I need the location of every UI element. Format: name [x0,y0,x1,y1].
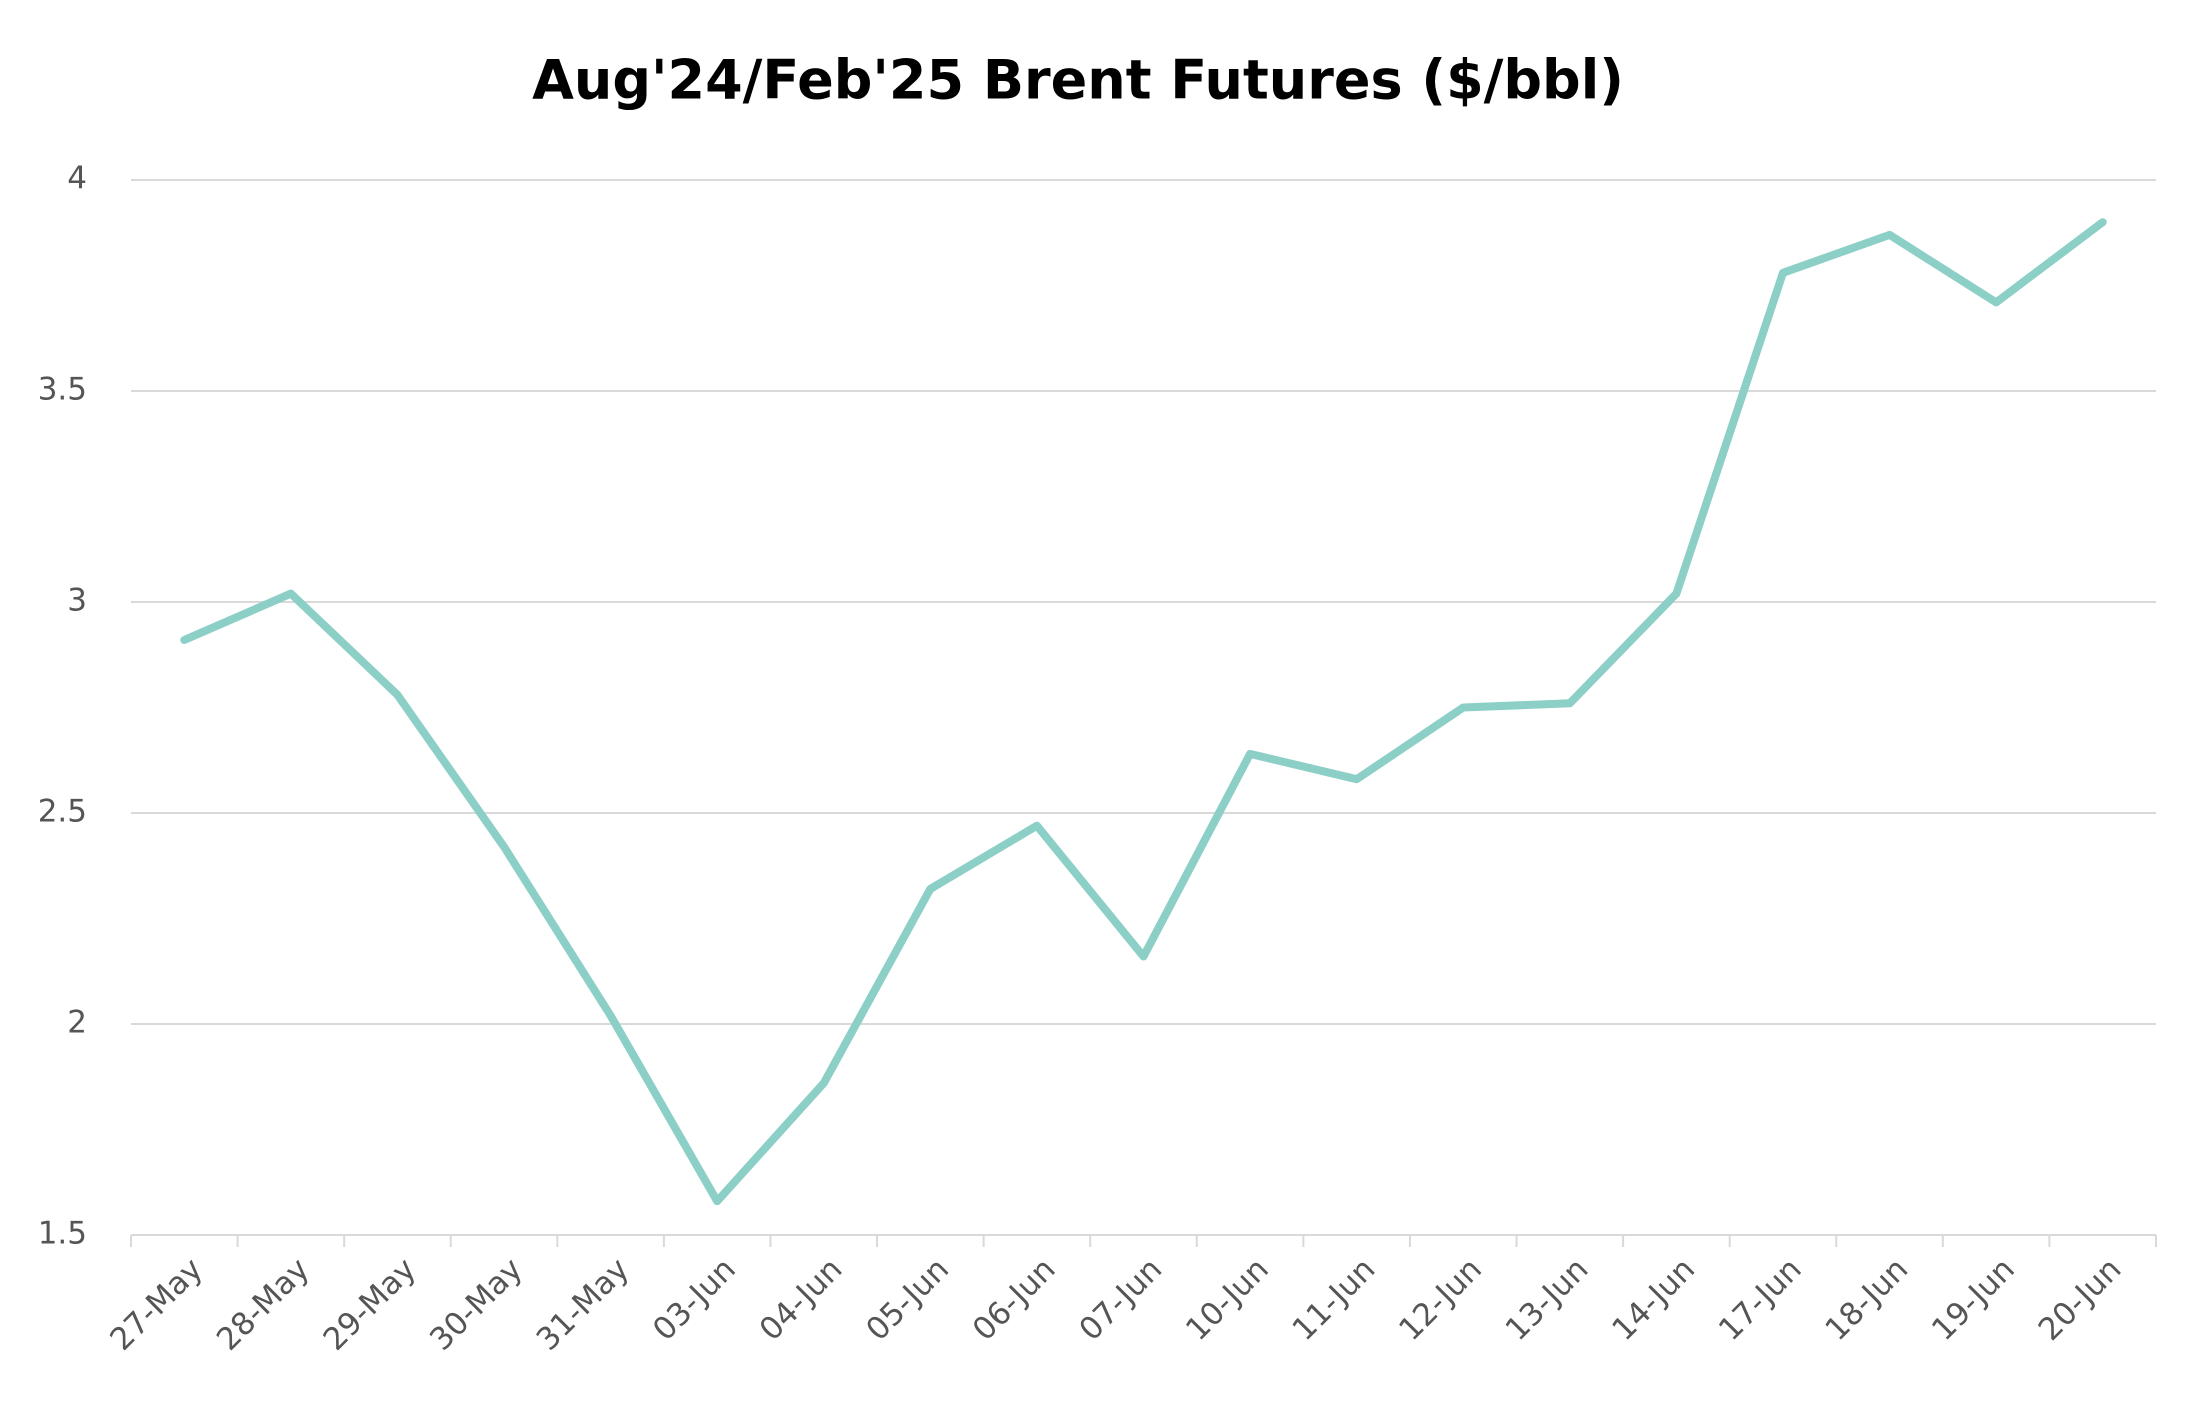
y-tick-label: 2 [67,1005,87,1041]
x-tick-label: 14-Jun [1605,1251,1702,1348]
x-tick-label: 17-Jun [1712,1251,1809,1348]
y-tick-label: 3.5 [38,372,87,408]
x-tick-label: 12-Jun [1392,1251,1489,1348]
x-tick-label: 20-Jun [2032,1251,2129,1348]
y-tick-label: 1.5 [38,1216,87,1252]
x-tick-label: 29-May [317,1251,424,1358]
x-tick-label: 10-Jun [1179,1251,1276,1348]
y-tick-label: 2.5 [38,794,87,830]
x-tick-label: 18-Jun [1818,1251,1915,1348]
chart-title: Aug'24/Feb'25 Brent Futures ($/bbl) [532,49,1624,112]
x-tick-label: 04-Jun [753,1251,850,1348]
x-tick-label: 06-Jun [966,1251,1063,1348]
x-tick-label: 31-May [530,1251,637,1358]
x-tick-label: 07-Jun [1072,1251,1169,1348]
x-tick-label: 19-Jun [1925,1251,2022,1348]
line [180,218,2107,1206]
x-tick-label: 13-Jun [1499,1251,1596,1348]
x-tick-label: 28-May [210,1251,317,1358]
x-tick-label: 03-Jun [646,1251,743,1348]
y-tick-label: 4 [67,161,87,197]
x-tick-label: 05-Jun [859,1251,956,1348]
x-tick-label: 27-May [103,1251,210,1358]
x-tick-label: 30-May [423,1251,530,1358]
x-tick-label: 11-Jun [1286,1251,1383,1348]
y-tick-label: 3 [67,583,87,619]
